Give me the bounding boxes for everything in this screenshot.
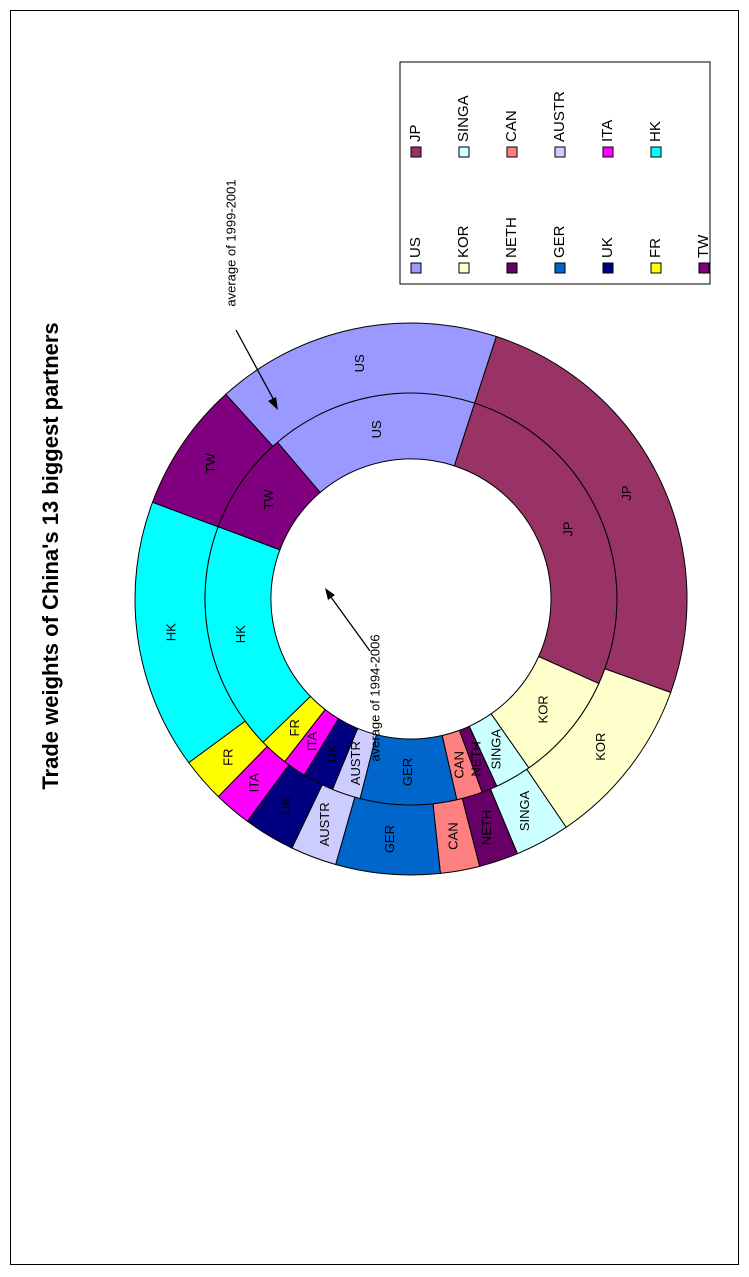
annotation-inner-text: average of 1994-2006 (367, 634, 382, 761)
legend-swatch-ger (554, 262, 566, 274)
slices-group (134, 322, 688, 876)
inner-ring-label-tw: TW (261, 489, 276, 510)
legend-swatch-tw (698, 262, 710, 274)
legend-swatch-singa (458, 146, 470, 158)
inner-ring-label-kor: KOR (536, 695, 551, 723)
inner-ring-label-jp: JP (561, 521, 576, 536)
legend-label-ger: GER (551, 225, 568, 258)
outer-ring-label-ita: ITA (247, 773, 262, 793)
legend-label-tw: TW (695, 234, 712, 258)
legend-label-singa: SINGA (455, 95, 472, 142)
legend-label-kor: KOR (455, 225, 472, 258)
chart-title: Trade weights of China's 13 biggest part… (38, 322, 63, 789)
legend-label-austr: AUSTR (551, 91, 568, 142)
legend: US JP KOR SINGA NETH CAN GER AUSTR UK ITA FR HK TW (399, 61, 712, 285)
outer-ring-label-tw: TW (203, 453, 218, 474)
outer-ring-label-jp: JP (619, 485, 634, 500)
inner-ring-label-can: CAN (452, 751, 467, 778)
legend-label-can: CAN (503, 110, 520, 142)
inner-ring-label-hk: HK (233, 625, 248, 643)
legend-swatch-kor (458, 262, 470, 274)
legend-swatch-uk (602, 262, 614, 274)
legend-swatch-neth (506, 262, 518, 274)
inner-ring-label-singa: SINGA (488, 729, 503, 770)
legend-label-hk: HK (647, 121, 664, 142)
outer-ring-label-can: CAN (445, 822, 460, 849)
legend-swatch-fr (650, 262, 662, 274)
outer-ring-label-fr: FR (221, 749, 236, 766)
inner-ring-label-fr: FR (287, 719, 302, 736)
legend-label-fr: FR (647, 238, 664, 258)
outer-ring-label-us: US (352, 354, 367, 372)
annotation-inner: average of 1994-2006 (325, 588, 382, 762)
legend-label-us: US (407, 237, 424, 258)
outer-ring-slice-us (225, 322, 497, 447)
legend-label-uk: UK (599, 237, 616, 258)
outer-ring-label-neth: NETH (479, 810, 494, 845)
legend-label-ita: ITA (599, 120, 616, 142)
outer-ring-label-ger: GER (382, 825, 397, 853)
annotation-inner-arrowhead (325, 588, 335, 600)
legend-swatch-jp (410, 146, 422, 158)
legend-label-jp: JP (407, 124, 424, 142)
inner-ring-label-ita: ITA (304, 732, 319, 752)
outer-ring-label-kor: KOR (593, 733, 608, 761)
legend-box (399, 61, 711, 285)
slice-labels-group: JPKORSINGANETHCANGERAUSTRUKITAFRHKTWUSJP… (164, 354, 634, 853)
inner-ring-label-uk: UK (324, 744, 339, 762)
legend-items: US JP KOR SINGA NETH CAN GER AUSTR UK ITA FR HK TW (407, 91, 712, 274)
outer-ring-label-hk: HK (164, 623, 179, 641)
outer-ring-label-singa: SINGA (517, 790, 532, 831)
legend-swatch-austr (554, 146, 566, 158)
annotation-inner-arrow (327, 592, 371, 652)
inner-ring-label-austr: AUSTR (348, 741, 363, 785)
legend-swatch-ita (602, 146, 614, 158)
legend-swatch-hk (650, 146, 662, 158)
outer-ring-label-uk: UK (278, 796, 293, 814)
inner-ring-label-neth: NETH (468, 741, 483, 776)
legend-swatch-us (410, 262, 422, 274)
legend-swatch-can (506, 146, 518, 158)
annotation-outer-arrowhead (268, 397, 278, 410)
annotation-outer-arrow (235, 329, 277, 405)
annotation-outer-text: average of 1999-2001 (223, 179, 238, 306)
inner-ring-label-us: US (369, 420, 384, 438)
legend-label-neth: NETH (503, 217, 520, 258)
inner-ring-label-ger: GER (400, 758, 415, 786)
annotation-outer: average of 1999-2001 (223, 179, 278, 410)
outer-ring-label-austr: AUSTR (317, 802, 332, 846)
